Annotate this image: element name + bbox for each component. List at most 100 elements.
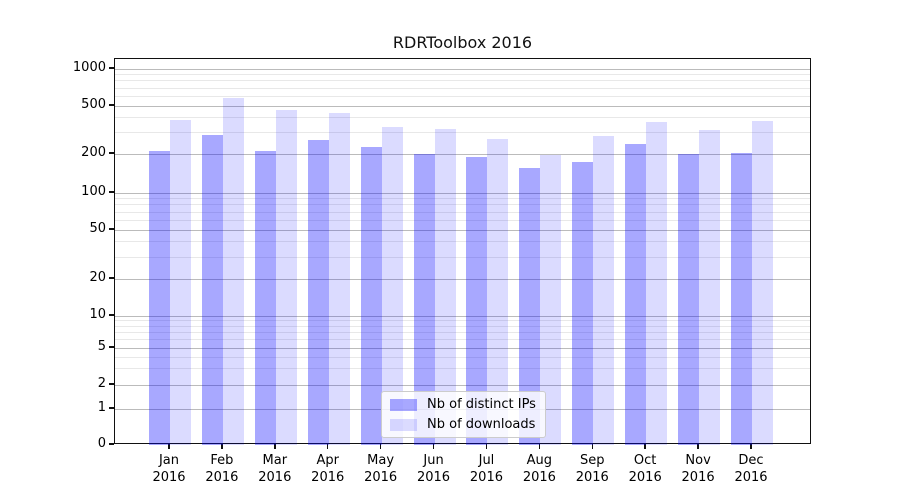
- x-tick: [591, 444, 594, 449]
- x-tick-year: 2016: [681, 470, 715, 485]
- y-tick: [109, 277, 114, 279]
- x-tick-year: 2016: [628, 470, 662, 485]
- x-tick-month: Oct: [633, 453, 657, 468]
- x-tick: [485, 444, 488, 449]
- x-tick-label: Nov 2016: [668, 452, 728, 486]
- x-tick-label: Oct 2016: [615, 452, 675, 486]
- x-tick-label: Jul 2016: [456, 452, 516, 486]
- gridline-minor: [115, 256, 810, 258]
- x-tick: [221, 444, 223, 449]
- y-tick-label: 1: [97, 400, 106, 415]
- gridline-minor: [115, 320, 810, 322]
- y-tick-label: 200: [81, 145, 106, 160]
- bar-ips-aug: [519, 168, 541, 445]
- gridline-minor: [115, 356, 810, 358]
- bar-downloads-mar: [275, 110, 297, 445]
- bar-ips-sep: [572, 161, 594, 445]
- legend-swatch-downloads: [390, 418, 417, 431]
- gridline-minor: [115, 241, 810, 243]
- y-tick-label: 0: [97, 436, 106, 451]
- y-tick-label: 2: [97, 376, 106, 391]
- x-tick-month: Dec: [738, 453, 764, 468]
- gridline-major: [115, 229, 810, 231]
- x-tick: [750, 444, 752, 449]
- bar-downloads-oct: [646, 121, 668, 445]
- gridline-minor: [115, 325, 810, 327]
- gridline-major: [115, 153, 810, 155]
- x-tick-month: Mar: [262, 453, 288, 468]
- x-tick: [379, 444, 382, 449]
- x-tick-month: Jan: [158, 453, 180, 468]
- x-tick-month: Apr: [316, 453, 339, 468]
- x-tick-label: Apr 2016: [298, 452, 358, 486]
- bar-ips-feb: [201, 135, 223, 445]
- y-tick: [109, 152, 114, 154]
- x-tick-label: Jun 2016: [404, 452, 464, 486]
- x-tick-label: Mar 2016: [245, 452, 305, 486]
- bar-ips-jul: [466, 156, 488, 445]
- y-tick: [109, 191, 114, 193]
- bar-ips-dec: [731, 152, 752, 445]
- x-tick: [168, 444, 170, 449]
- legend: Nb of distinct IPs Nb of downloads: [381, 391, 546, 438]
- gridline-major: [115, 105, 810, 107]
- bar-downloads-jan: [170, 120, 191, 445]
- gridline-minor: [115, 331, 810, 333]
- x-tick-label: Jan 2016: [139, 452, 199, 486]
- gridline-major: [115, 192, 810, 194]
- x-tick-label: Sep 2016: [562, 452, 622, 486]
- gridline-minor: [115, 80, 810, 82]
- x-tick-year: 2016: [258, 470, 292, 485]
- gridline-major: [115, 315, 810, 317]
- bar-ips-jan: [149, 151, 170, 445]
- bar-ips-mar: [254, 151, 276, 445]
- x-tick-year: 2016: [522, 470, 556, 485]
- bar-downloads-feb: [222, 98, 244, 445]
- gridline-major: [115, 68, 810, 70]
- y-tick-label: 10: [89, 307, 106, 322]
- y-tick-label: 20: [89, 270, 106, 285]
- y-tick-label: 50: [89, 221, 106, 236]
- legend-item-downloads: Nb of downloads: [390, 417, 545, 433]
- gridline-minor: [115, 87, 810, 89]
- x-tick: [644, 444, 646, 449]
- y-tick: [109, 407, 114, 409]
- x-tick: [697, 444, 699, 449]
- x-tick-year: 2016: [152, 470, 186, 485]
- gridline-minor: [115, 339, 810, 341]
- x-tick-month: Jun: [423, 453, 444, 468]
- x-tick-label: Aug 2016: [509, 452, 569, 486]
- bar-downloads-aug: [540, 155, 562, 445]
- x-tick-year: 2016: [575, 470, 609, 485]
- bar-downloads-jul: [487, 139, 509, 445]
- x-tick-month: Aug: [526, 453, 553, 468]
- x-tick-year: 2016: [416, 470, 451, 485]
- bar-downloads-nov: [699, 130, 721, 445]
- y-tick-label: 100: [81, 184, 106, 199]
- plot-area: Nb of distinct IPs Nb of downloads: [114, 58, 811, 445]
- bar-downloads-sep: [593, 136, 615, 445]
- y-tick: [109, 104, 114, 106]
- x-tick: [538, 444, 541, 449]
- x-tick-year: 2016: [469, 470, 503, 485]
- gridline-minor: [115, 198, 810, 200]
- gridline-minor: [115, 204, 810, 206]
- bar-ips-may: [360, 146, 382, 445]
- x-tick: [274, 444, 276, 449]
- x-tick-month: Sep: [580, 453, 605, 468]
- bar-ips-nov: [678, 154, 700, 445]
- y-tick: [109, 228, 114, 230]
- x-tick-label: Dec 2016: [721, 452, 781, 486]
- x-tick-year: 2016: [364, 470, 398, 485]
- x-tick-month: Jul: [478, 453, 495, 468]
- bar-ips-oct: [625, 144, 647, 445]
- chart-title: RDRToolbox 2016: [392, 33, 533, 52]
- gridline-minor: [115, 132, 810, 134]
- bar-downloads-dec: [752, 121, 773, 445]
- x-tick-label: May 2016: [351, 452, 411, 486]
- y-tick: [109, 346, 114, 348]
- x-tick-year: 2016: [311, 470, 345, 485]
- x-tick-month: Nov: [685, 453, 711, 468]
- x-tick-label: Feb 2016: [192, 452, 252, 486]
